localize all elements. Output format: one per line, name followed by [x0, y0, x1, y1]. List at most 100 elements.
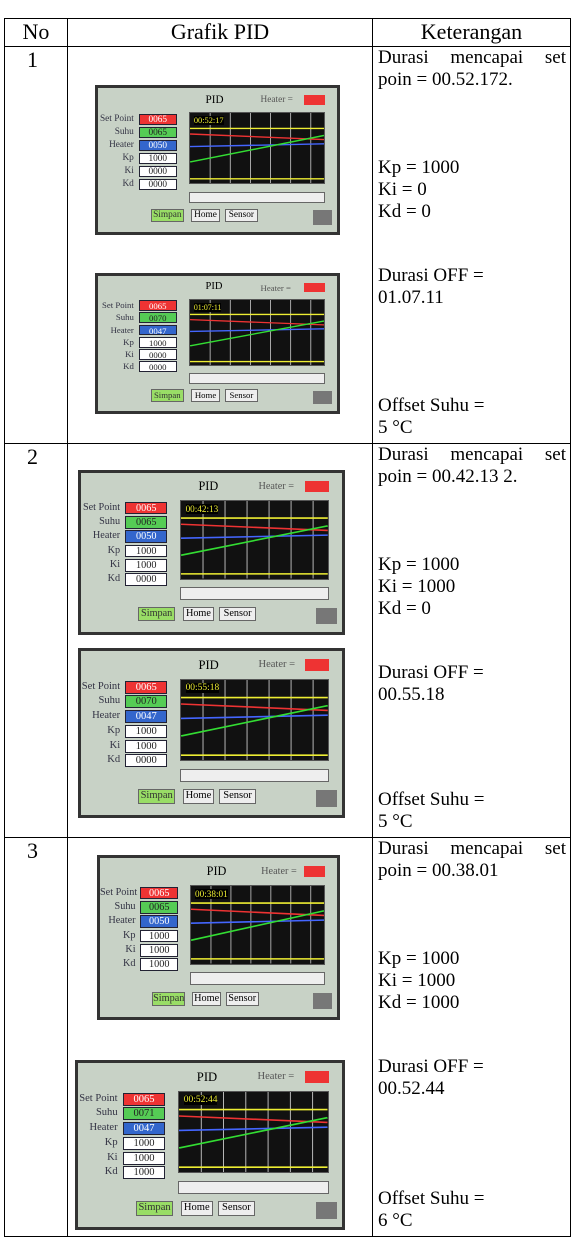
field-value: 1000	[125, 545, 167, 558]
field-value: 0065	[125, 516, 167, 529]
screen-title: PID	[206, 94, 224, 106]
field-value: 0070	[139, 312, 177, 323]
home-button: Home	[191, 209, 220, 222]
screen-title: PID	[198, 479, 218, 494]
save-button: Simpan	[136, 1201, 173, 1216]
hmi-screen-photo: PIDHeater =Set Point0065Suhu0071Heater00…	[75, 1060, 345, 1230]
no-cell: 3	[4, 837, 68, 1237]
heater-indicator	[305, 1071, 329, 1082]
field-value: 0065	[140, 887, 178, 900]
nav-buttons	[180, 769, 329, 782]
time-display: 00:42:13	[186, 504, 219, 514]
field-value: 0071	[123, 1107, 165, 1120]
field-label: Kp	[100, 930, 136, 941]
screen-title: PID	[207, 864, 227, 879]
field-value: 1000	[139, 153, 177, 165]
back-button	[313, 993, 332, 1009]
ki-value: Ki = 1000	[378, 970, 566, 992]
field-label: Suhu	[98, 127, 134, 137]
field-label: Set Point	[98, 300, 134, 310]
home-button: Home	[192, 992, 220, 1006]
nav-buttons	[178, 1181, 328, 1194]
no-cell: 2	[4, 443, 68, 838]
heater-indicator	[304, 95, 326, 105]
sensor-button: Sensor	[219, 789, 256, 804]
field-label: Set Point	[100, 887, 136, 898]
field-label: Suhu	[81, 695, 120, 706]
home-button: Home	[183, 607, 214, 621]
heater-flag: Heater =	[261, 866, 297, 877]
sensor-button: Sensor	[225, 209, 258, 222]
header-cell: No	[4, 18, 68, 47]
field-value: 1000	[140, 958, 178, 971]
field-label: Suhu	[78, 1107, 118, 1118]
field-value: 0065	[125, 681, 167, 694]
time-display: 00:52:17	[194, 116, 224, 125]
header-cell: Keterangan	[372, 18, 571, 47]
kd-value: Kd = 1000	[378, 992, 566, 1014]
field-label: Heater	[81, 710, 120, 721]
nav-buttons	[190, 972, 325, 985]
nav-buttons	[180, 587, 329, 600]
field-value: 0065	[123, 1093, 165, 1106]
field-label: Kp	[98, 153, 134, 163]
field-value: 0050	[125, 530, 167, 543]
heater-indicator	[305, 481, 328, 492]
ki-value: Ki = 0	[378, 179, 566, 201]
time-display: 00:52:44	[184, 1095, 218, 1105]
field-label: Set Point	[78, 1093, 118, 1104]
field-label: Kp	[98, 337, 134, 347]
kd-value: Kd = 0	[378, 201, 566, 223]
off-duration: Durasi OFF = 01.07.11	[378, 265, 528, 309]
field-value: 0000	[139, 179, 177, 191]
save-button: Simpan	[138, 789, 175, 804]
trend-chart: 01:07:11	[189, 299, 325, 367]
field-value: 1000	[139, 337, 177, 348]
save-button: Simpan	[138, 607, 175, 621]
field-value: 0047	[139, 325, 177, 336]
field-label: Set Point	[98, 114, 134, 124]
field-label: Ki	[81, 559, 120, 570]
field-label: Kd	[98, 361, 134, 371]
heater-indicator	[305, 659, 328, 670]
field-label: Suhu	[81, 516, 120, 527]
sensor-button: Sensor	[218, 1201, 255, 1216]
time-display: 01:07:11	[194, 303, 222, 312]
nav-buttons	[189, 192, 325, 204]
field-value: 0065	[125, 502, 167, 515]
field-label: Ki	[98, 166, 134, 176]
field-label: Ki	[98, 349, 134, 359]
header-cell: Grafik PID	[67, 18, 373, 47]
field-label: Suhu	[98, 312, 134, 322]
field-value: 1000	[125, 740, 167, 753]
field-value: 1000	[140, 930, 178, 943]
offset-temp: Offset Suhu = 5 °C	[378, 395, 498, 439]
off-duration: Durasi OFF = 00.55.18	[378, 662, 528, 706]
save-button: Simpan	[151, 389, 184, 401]
home-button: Home	[183, 789, 214, 804]
field-value: 0065	[139, 127, 177, 139]
field-label: Kd	[100, 958, 136, 969]
trend-chart: 00:42:13	[180, 500, 329, 580]
heater-flag: Heater =	[258, 1071, 295, 1082]
field-label: Kp	[78, 1137, 118, 1148]
field-value: 0000	[139, 349, 177, 360]
note-cell	[372, 443, 571, 838]
page: NoGrafik PIDKeterangan1PIDHeater =Set Po…	[0, 0, 574, 1236]
field-value: 1000	[140, 944, 178, 957]
field-label: Kd	[81, 573, 120, 584]
trend-chart: 00:38:01	[190, 885, 325, 965]
kp-value: Kp = 1000	[378, 157, 566, 179]
field-label: Kp	[81, 545, 120, 556]
field-label: Heater	[81, 530, 120, 541]
field-label: Heater	[78, 1122, 118, 1133]
back-button	[316, 790, 337, 806]
field-value: 0000	[139, 166, 177, 178]
field-value: 1000	[123, 1166, 165, 1179]
hmi-screen-photo: PIDHeater =Set Point0065Suhu0070Heater00…	[78, 648, 345, 818]
field-value: 1000	[123, 1137, 165, 1150]
